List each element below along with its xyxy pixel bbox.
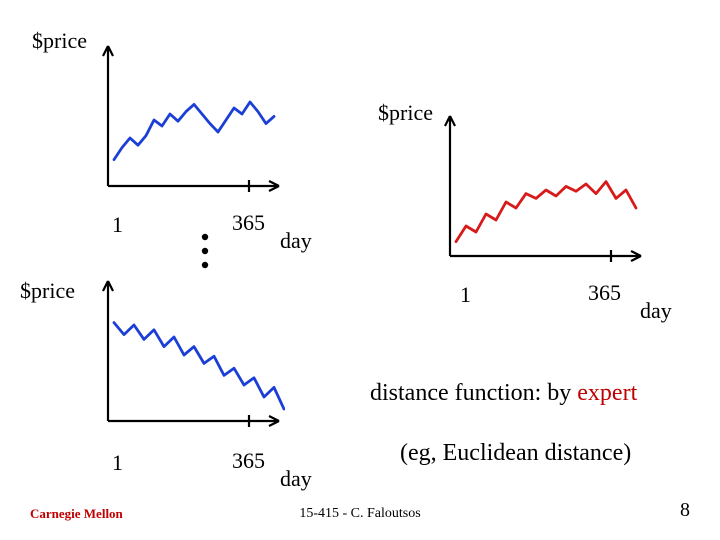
chart3-xtick-left: 1 <box>460 282 471 308</box>
footer-page-number: 8 <box>680 499 690 522</box>
caption1-highlight: expert <box>577 380 637 406</box>
chart1-xlabel: day <box>280 228 312 254</box>
chart-svg <box>90 40 285 210</box>
caption1-pre: distance function: by <box>370 380 577 406</box>
chart3-xtick-right: 365 <box>588 280 621 306</box>
caption-euclidean: (eg, Euclidean distance) <box>400 440 631 467</box>
chart3-xlabel: day <box>640 298 672 324</box>
chart1-xtick-right: 365 <box>232 210 265 236</box>
chart-top-left <box>90 40 285 210</box>
chart1-ylabel: $price <box>32 28 87 54</box>
footer-course: 15-415 - C. Faloutsos <box>0 506 720 522</box>
chart2-ylabel: $price <box>20 278 75 304</box>
chart2-xtick-right: 365 <box>232 448 265 474</box>
caption-distance-function: distance function: by expert <box>370 380 637 407</box>
chart-bottom-left <box>90 275 285 445</box>
chart2-xlabel: day <box>280 466 312 492</box>
chart2-xtick-left: 1 <box>112 450 123 476</box>
chart-svg <box>90 275 285 445</box>
ellipsis-dots <box>200 232 210 281</box>
chart1-xtick-left: 1 <box>112 212 123 238</box>
chart-right <box>432 110 647 280</box>
chart-svg <box>432 110 647 280</box>
chart3-ylabel: $price <box>378 100 433 126</box>
